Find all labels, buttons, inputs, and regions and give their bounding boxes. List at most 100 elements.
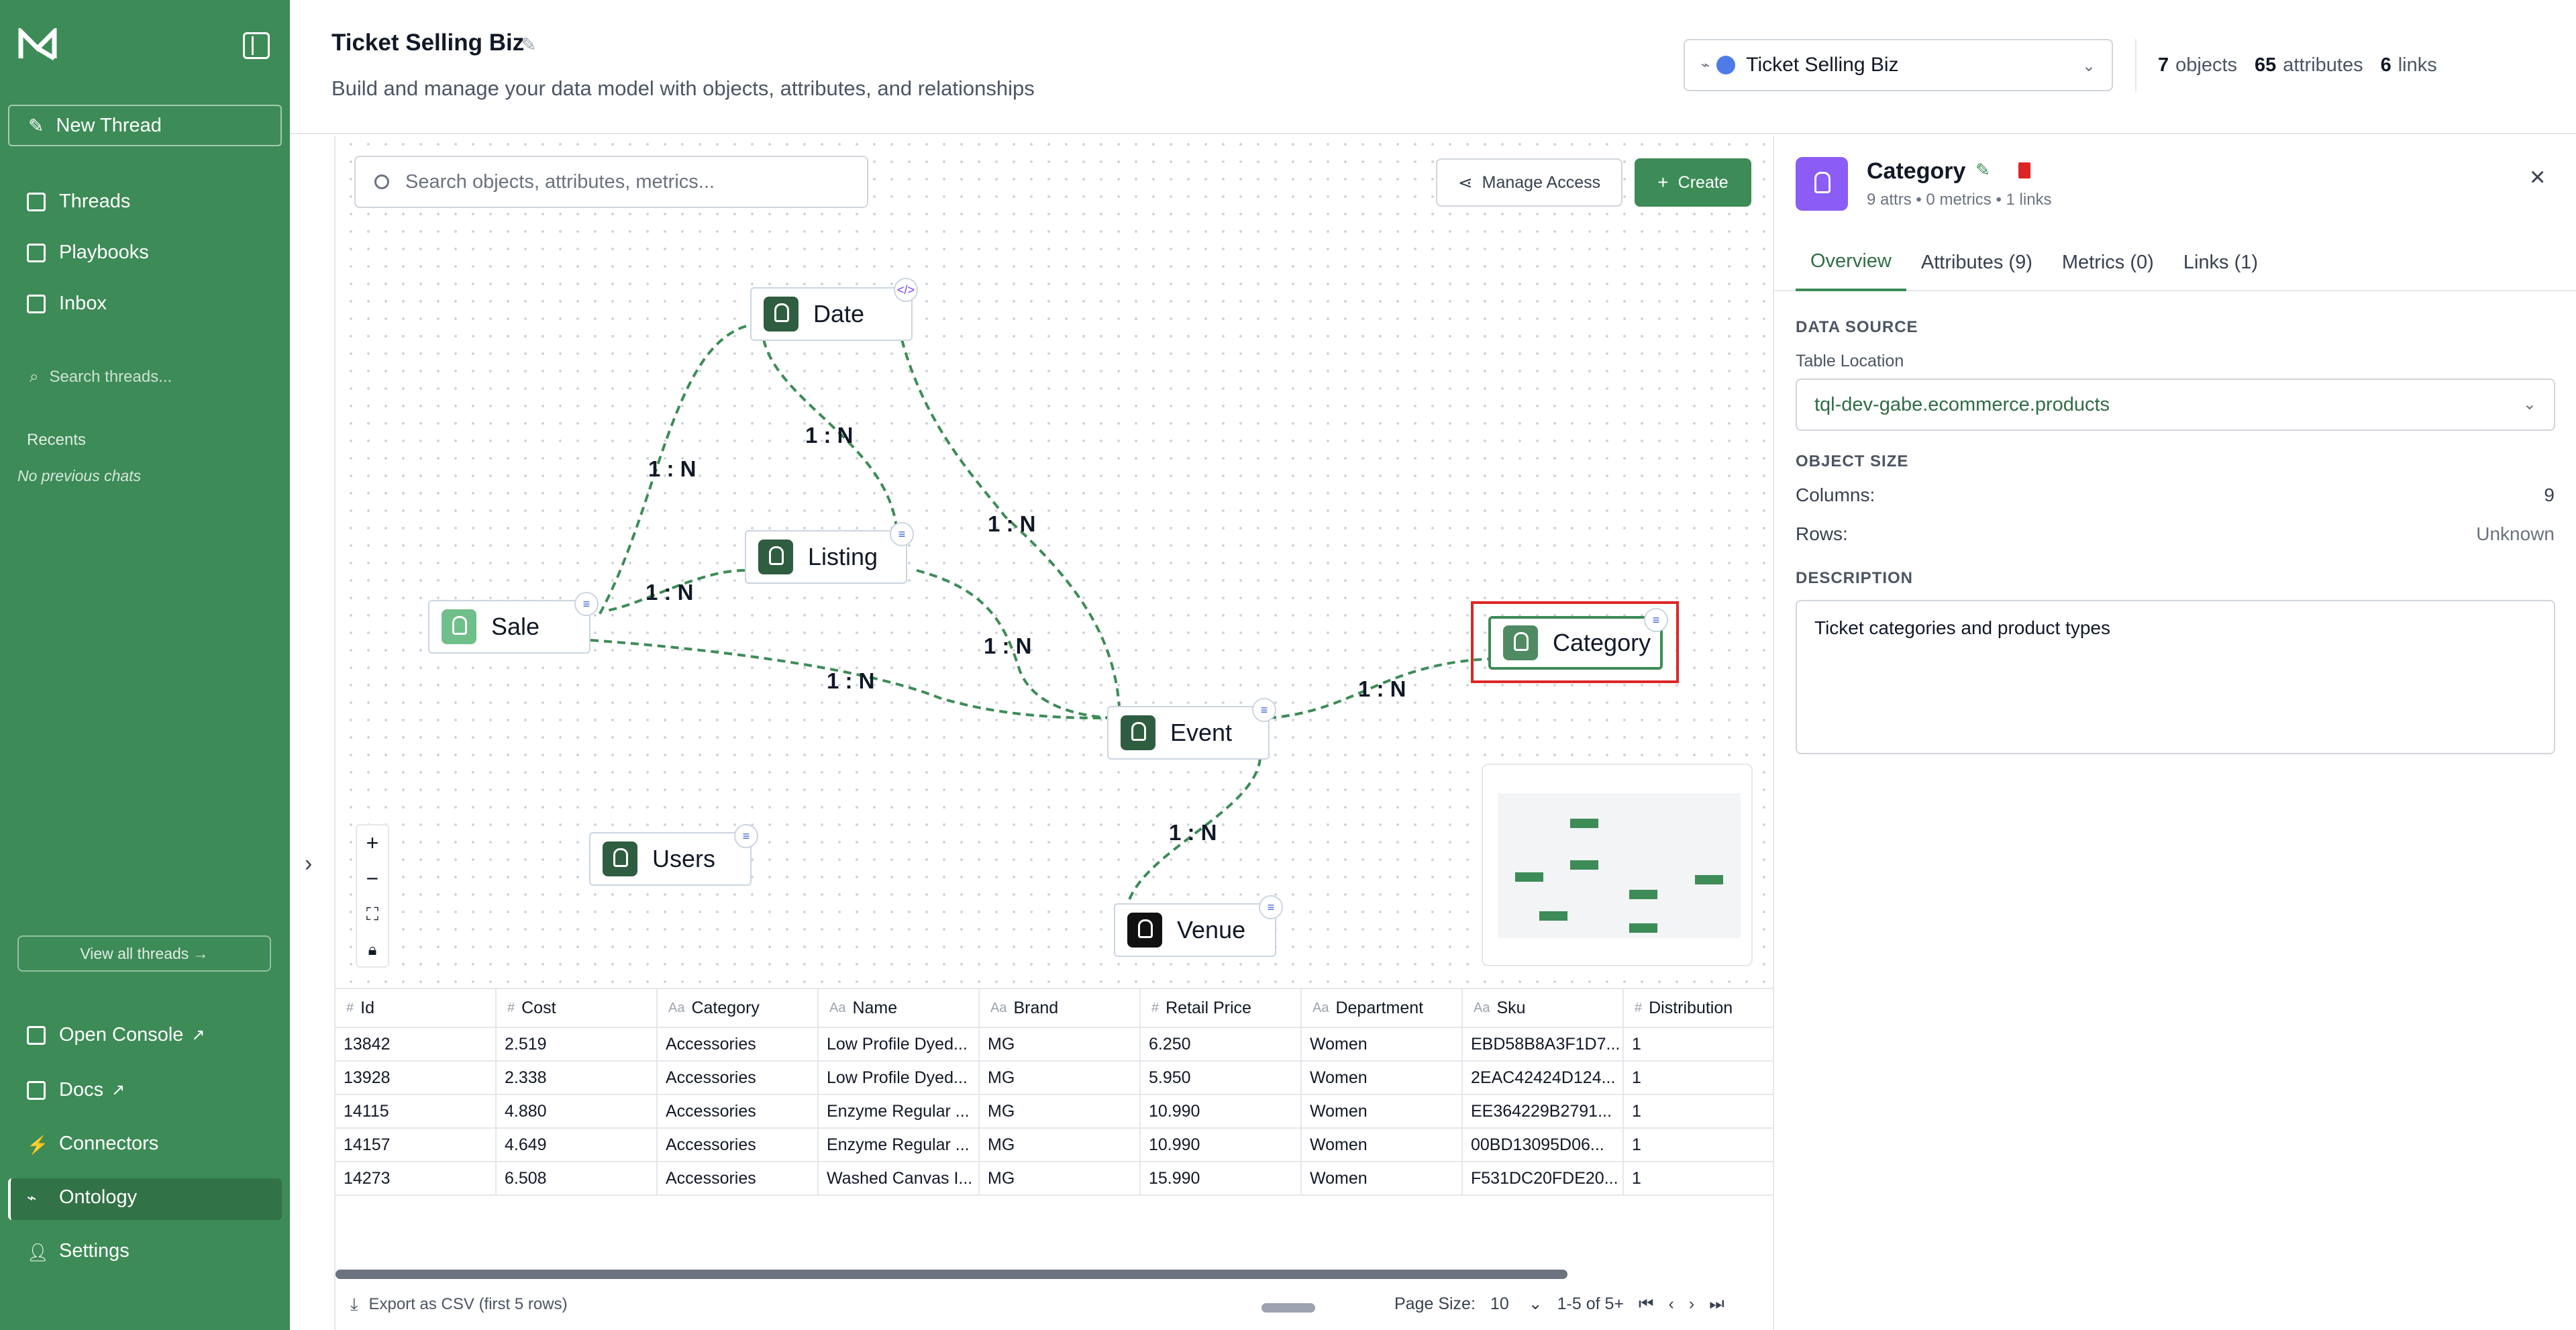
column-header-label: Department: [1335, 998, 1424, 1017]
ontology-icon: ⌁: [27, 1188, 37, 1207]
table-header: # Id # Cost Aa Category Aa Name Aa Brand # Retail P…: [336, 989, 1785, 1028]
sidebar-item-open-console[interactable]: Open Console ↗: [27, 1024, 205, 1046]
node-date[interactable]: Date: [750, 287, 913, 341]
trash-icon[interactable]: [2018, 162, 2030, 178]
column-header[interactable]: # Id: [336, 989, 497, 1027]
manage-access-button[interactable]: ⋖ Manage Access: [1436, 158, 1622, 207]
minimap-node: [1629, 923, 1657, 933]
column-header[interactable]: # Cost: [497, 989, 658, 1027]
chat-icon: [27, 192, 46, 211]
search-threads-input[interactable]: ⌕ Search threads...: [30, 368, 172, 387]
no-previous-chats: No previous chats: [17, 467, 142, 484]
minimap-viewport: [1498, 793, 1741, 938]
next-page-icon[interactable]: ›: [1688, 1294, 1695, 1313]
expand-panel-tab[interactable]: ›: [290, 136, 336, 1330]
node-listing[interactable]: Listing: [745, 530, 907, 584]
table-row[interactable]: 14115 4.880 Accessories Enzyme Regular ... M…: [336, 1095, 1785, 1129]
columns-label: Columns:: [1796, 484, 1875, 505]
ontology-canvas[interactable]: [290, 136, 1773, 988]
column-type-icon: #: [346, 1000, 354, 1015]
table-cell: 14115: [336, 1095, 497, 1127]
sidebar-item-threads[interactable]: Threads: [27, 191, 130, 213]
column-header[interactable]: Aa Department: [1302, 989, 1463, 1027]
node-sale[interactable]: Sale: [428, 600, 590, 654]
edge-label: 1 : N: [805, 423, 854, 448]
edit-title-icon[interactable]: ✎: [521, 34, 537, 55]
new-thread-button[interactable]: ✎ New Thread: [8, 105, 282, 146]
page-size-select[interactable]: 10 ⌄: [1490, 1294, 1543, 1313]
tab-attributes[interactable]: Attributes (9): [1920, 251, 2032, 273]
sidebar-item-label: Connectors: [59, 1133, 159, 1154]
zoom-out-icon[interactable]: −: [366, 866, 379, 890]
zoom-in-icon[interactable]: +: [366, 831, 379, 855]
minimap[interactable]: [1482, 764, 1753, 966]
sidebar-item-settings[interactable]: 👤︎ Settings: [27, 1240, 130, 1262]
sidebar-collapse-icon[interactable]: [243, 32, 270, 59]
view-all-threads-button[interactable]: View all threads →: [17, 935, 271, 972]
column-header[interactable]: Aa Category: [658, 989, 819, 1027]
minimap-node: [1570, 819, 1598, 828]
resize-handle[interactable]: [1261, 1303, 1315, 1313]
tab-overview[interactable]: Overview: [1796, 234, 1906, 291]
page-title: Ticket Selling Biz: [331, 30, 525, 56]
close-icon[interactable]: ×: [2530, 162, 2546, 192]
edge-date-listing: [762, 339, 898, 528]
edge-label: 1 : N: [1169, 820, 1217, 845]
sidebar-item-playbooks[interactable]: Playbooks: [27, 242, 149, 264]
first-page-icon[interactable]: ⏮︎: [1639, 1294, 1654, 1313]
node-venue[interactable]: Venue: [1114, 903, 1276, 957]
canvas-search-placeholder: Search objects, attributes, metrics...: [405, 170, 715, 193]
edit-icon: ✎: [28, 115, 44, 136]
node-category[interactable]: Category: [1488, 616, 1663, 670]
table-cell: Women: [1302, 1028, 1463, 1060]
plus-icon: +: [1657, 172, 1669, 193]
selected-node-highlight: [1471, 601, 1679, 683]
table-location-value: tql-dev-gabe.ecommerce.products: [1814, 393, 2110, 415]
minimap-node: [1695, 875, 1723, 884]
column-header[interactable]: # Retail Price: [1141, 989, 1302, 1027]
last-page-icon[interactable]: ⏭︎: [1709, 1294, 1724, 1313]
table-location-select[interactable]: tql-dev-gabe.ecommerce.products ⌄: [1796, 378, 2555, 431]
sidebar-item-inbox[interactable]: Inbox: [27, 293, 107, 315]
prev-page-icon[interactable]: ‹: [1668, 1294, 1674, 1313]
column-header[interactable]: Aa Name: [819, 989, 980, 1027]
column-header-label: Distribution: [1649, 998, 1733, 1017]
edit-icon[interactable]: ✎: [1975, 160, 1990, 180]
table-row[interactable]: 14273 6.508 Accessories Washed Canvas I... M…: [336, 1162, 1785, 1196]
column-header-label: Retail Price: [1166, 998, 1251, 1017]
node-users[interactable]: Users: [589, 832, 752, 886]
column-header[interactable]: Aa Brand: [980, 989, 1141, 1027]
chevron-down-icon: ⌄: [2081, 57, 2096, 75]
canvas-search-input[interactable]: Search objects, attributes, metrics...: [354, 156, 868, 208]
table-cell: Accessories: [658, 1028, 819, 1060]
description-field[interactable]: Ticket categories and product types: [1796, 600, 2555, 754]
table-row[interactable]: 13842 2.519 Accessories Low Profile Dyed...…: [336, 1028, 1785, 1062]
sidebar-item-ontology[interactable]: ⌁ Ontology: [27, 1186, 137, 1209]
export-csv-button[interactable]: ⤓ Export as CSV (first 5 rows): [350, 1294, 568, 1315]
tab-metrics[interactable]: Metrics (0): [2061, 251, 2154, 273]
table-cell: Women: [1302, 1162, 1463, 1194]
table-cell: MG: [980, 1095, 1141, 1127]
tab-links[interactable]: Links (1): [2183, 251, 2259, 273]
rows-label: Rows:: [1796, 523, 1848, 544]
object-size-heading: OBJECT SIZE: [1796, 452, 1909, 470]
table-row[interactable]: 14157 4.649 Accessories Enzyme Regular ... M…: [336, 1129, 1785, 1162]
lightbulb-icon: [442, 609, 476, 644]
sidebar-item-docs[interactable]: Docs ↗: [27, 1079, 125, 1101]
column-header[interactable]: # Distribution: [1624, 989, 1785, 1027]
fit-view-icon[interactable]: ⛶: [366, 903, 379, 924]
lock-icon[interactable]: 🔒︎: [368, 940, 377, 959]
horizontal-scrollbar[interactable]: [336, 1270, 1567, 1279]
database-icon: ≡: [890, 522, 914, 546]
create-button[interactable]: + Create: [1635, 158, 1751, 207]
table-cell: 15.990: [1141, 1162, 1302, 1194]
sidebar-item-connectors[interactable]: ⚡ Connectors: [27, 1133, 158, 1155]
table-row[interactable]: 13928 2.338 Accessories Low Profile Dyed...…: [336, 1062, 1785, 1095]
column-header-label: Category: [691, 998, 760, 1017]
table-cell: Women: [1302, 1062, 1463, 1094]
node-event[interactable]: Event: [1107, 706, 1270, 760]
column-header[interactable]: Aa Sku: [1463, 989, 1624, 1027]
pagination: Page Size: 10 ⌄ 1-5 of 5+ ⏮︎ ‹ › ⏭︎: [1394, 1294, 1739, 1314]
model-select[interactable]: ⌁ Ticket Selling Biz ⌄: [1684, 39, 2113, 91]
links-label: links: [2398, 54, 2437, 76]
